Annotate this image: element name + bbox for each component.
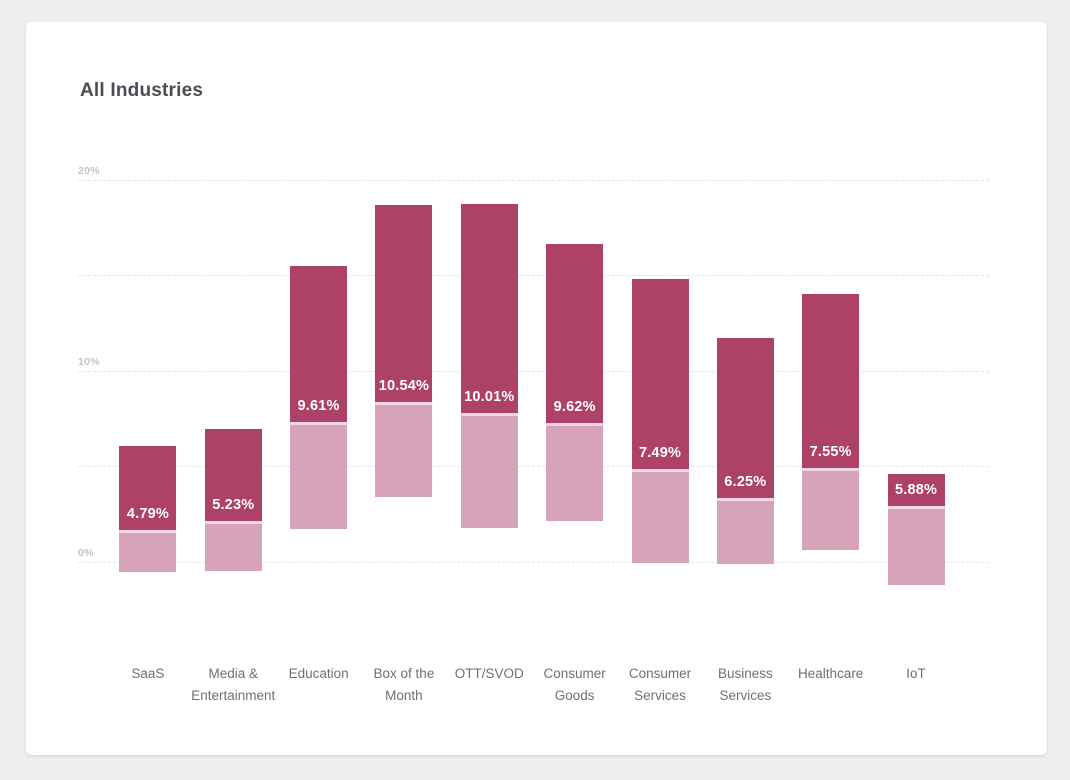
y-axis-tick-label: 20%	[78, 165, 100, 177]
x-axis-label-iot: IoT	[866, 663, 966, 685]
x-axis-label-line: Education	[288, 666, 349, 681]
bar-lower-segment-business-services[interactable]	[716, 498, 774, 565]
x-axis-label-consumer-services: Consumer Services	[610, 663, 710, 707]
x-axis-label-consumer-goods: Consumer Goods	[525, 663, 625, 707]
bar-consumer-goods: 9.62%	[546, 243, 604, 521]
chart-card: All Industries 20% 10% 0% 4.79% SaaS 5.23% Med…	[26, 22, 1047, 755]
chart-title: All Industries	[80, 80, 204, 101]
x-axis-label-line: Media &	[208, 666, 259, 681]
bar-lower-segment-consumer-services[interactable]	[631, 469, 689, 563]
bar-value-label: 4.79%	[126, 505, 169, 522]
bar-value-label: 9.61%	[297, 397, 340, 414]
bar-value-label: 7.55%	[809, 443, 852, 460]
bar-upper-segment-saas[interactable]: 4.79%	[119, 445, 177, 530]
bar-upper-segment-business-services[interactable]: 6.25%	[716, 337, 774, 499]
x-axis-label-saas: SaaS	[98, 663, 198, 685]
bar-value-label: 7.49%	[638, 445, 682, 462]
bar-box-of-the-month: 10.54%	[375, 204, 433, 497]
bar-upper-segment-media-entertainment[interactable]: 5.23%	[204, 428, 262, 521]
gridline-15pct	[78, 275, 989, 277]
bar-value-label: 10.01%	[464, 388, 515, 405]
bar-upper-segment-iot[interactable]: 5.88%	[887, 474, 945, 507]
x-axis-label-line: Consumer	[628, 666, 692, 681]
x-axis-label-line: Services	[719, 688, 772, 703]
gridline-0pct	[78, 561, 989, 563]
bar-education: 9.61%	[290, 266, 348, 529]
x-axis-label-line: Box of the	[373, 666, 435, 681]
bar-lower-segment-iot[interactable]	[887, 506, 945, 586]
bar-ott-svod: 10.01%	[460, 204, 518, 528]
bar-value-label: 5.23%	[212, 496, 255, 513]
gridline-10pct	[78, 370, 989, 372]
bar-lower-segment-ott-svod[interactable]	[460, 412, 518, 528]
bar-consumer-services: 7.49%	[631, 279, 689, 563]
bar-upper-segment-healthcare[interactable]: 7.55%	[802, 293, 860, 468]
bar-lower-segment-education[interactable]	[290, 421, 348, 529]
x-axis-label-line: Business	[717, 666, 773, 681]
bar-lower-segment-healthcare[interactable]	[802, 467, 860, 550]
x-axis-label-line: Entertainment	[191, 688, 276, 703]
x-axis-label-line: Services	[634, 688, 686, 703]
x-axis-label-line: Consumer	[543, 666, 606, 681]
bar-upper-segment-consumer-services[interactable]: 7.49%	[631, 279, 689, 470]
bar-chart-plot-area: 20% 10% 0% 4.79% SaaS 5.23% Media & Entertainme…	[26, 22, 1047, 755]
bar-upper-segment-box-of-the-month[interactable]: 10.54%	[375, 204, 433, 402]
bar-lower-segment-consumer-goods[interactable]	[546, 422, 604, 521]
bar-healthcare: 7.55%	[802, 293, 860, 550]
bar-iot: 5.88%	[887, 474, 945, 586]
x-axis-label-box-of-the-month: Box of the Month	[354, 663, 454, 707]
y-axis-tick-label: 0%	[78, 546, 94, 559]
bar-value-label: 6.25%	[724, 474, 767, 491]
bar-media-entertainment: 5.23%	[204, 428, 262, 571]
bar-upper-segment-consumer-goods[interactable]: 9.62%	[546, 243, 604, 423]
bar-value-label: 9.62%	[553, 398, 596, 415]
x-axis-label-healthcare: Healthcare	[781, 663, 881, 685]
x-axis-label-line: Healthcare	[798, 666, 864, 681]
x-axis-label-business-services: Business Services	[695, 663, 795, 707]
x-axis-label-line: OTT/SVOD	[454, 666, 524, 681]
x-axis-label-line: Month	[385, 688, 423, 703]
x-axis-label-line: Goods	[554, 688, 595, 703]
x-axis-label-line: IoT	[906, 666, 926, 681]
bar-lower-segment-box-of-the-month[interactable]	[375, 401, 433, 497]
bar-lower-segment-saas[interactable]	[119, 529, 177, 573]
bar-value-label: 5.88%	[894, 482, 938, 499]
x-axis-label-ott-svod: OTT/SVOD	[439, 663, 539, 685]
gridline-20pct	[78, 180, 989, 181]
y-axis-tick-label: 10%	[78, 355, 100, 368]
x-axis-label-media-entertainment: Media & Entertainment	[183, 663, 283, 707]
x-axis-label-line: SaaS	[131, 666, 165, 681]
bar-value-label: 10.54%	[378, 377, 430, 394]
x-axis-label-education: Education	[269, 663, 369, 685]
bar-upper-segment-education[interactable]: 9.61%	[290, 266, 348, 422]
bar-saas: 4.79%	[119, 445, 177, 573]
bar-upper-segment-ott-svod[interactable]: 10.01%	[460, 204, 518, 413]
bar-business-services: 6.25%	[716, 337, 774, 565]
bar-lower-segment-media-entertainment[interactable]	[204, 520, 262, 571]
gridline-5pct	[78, 466, 989, 468]
